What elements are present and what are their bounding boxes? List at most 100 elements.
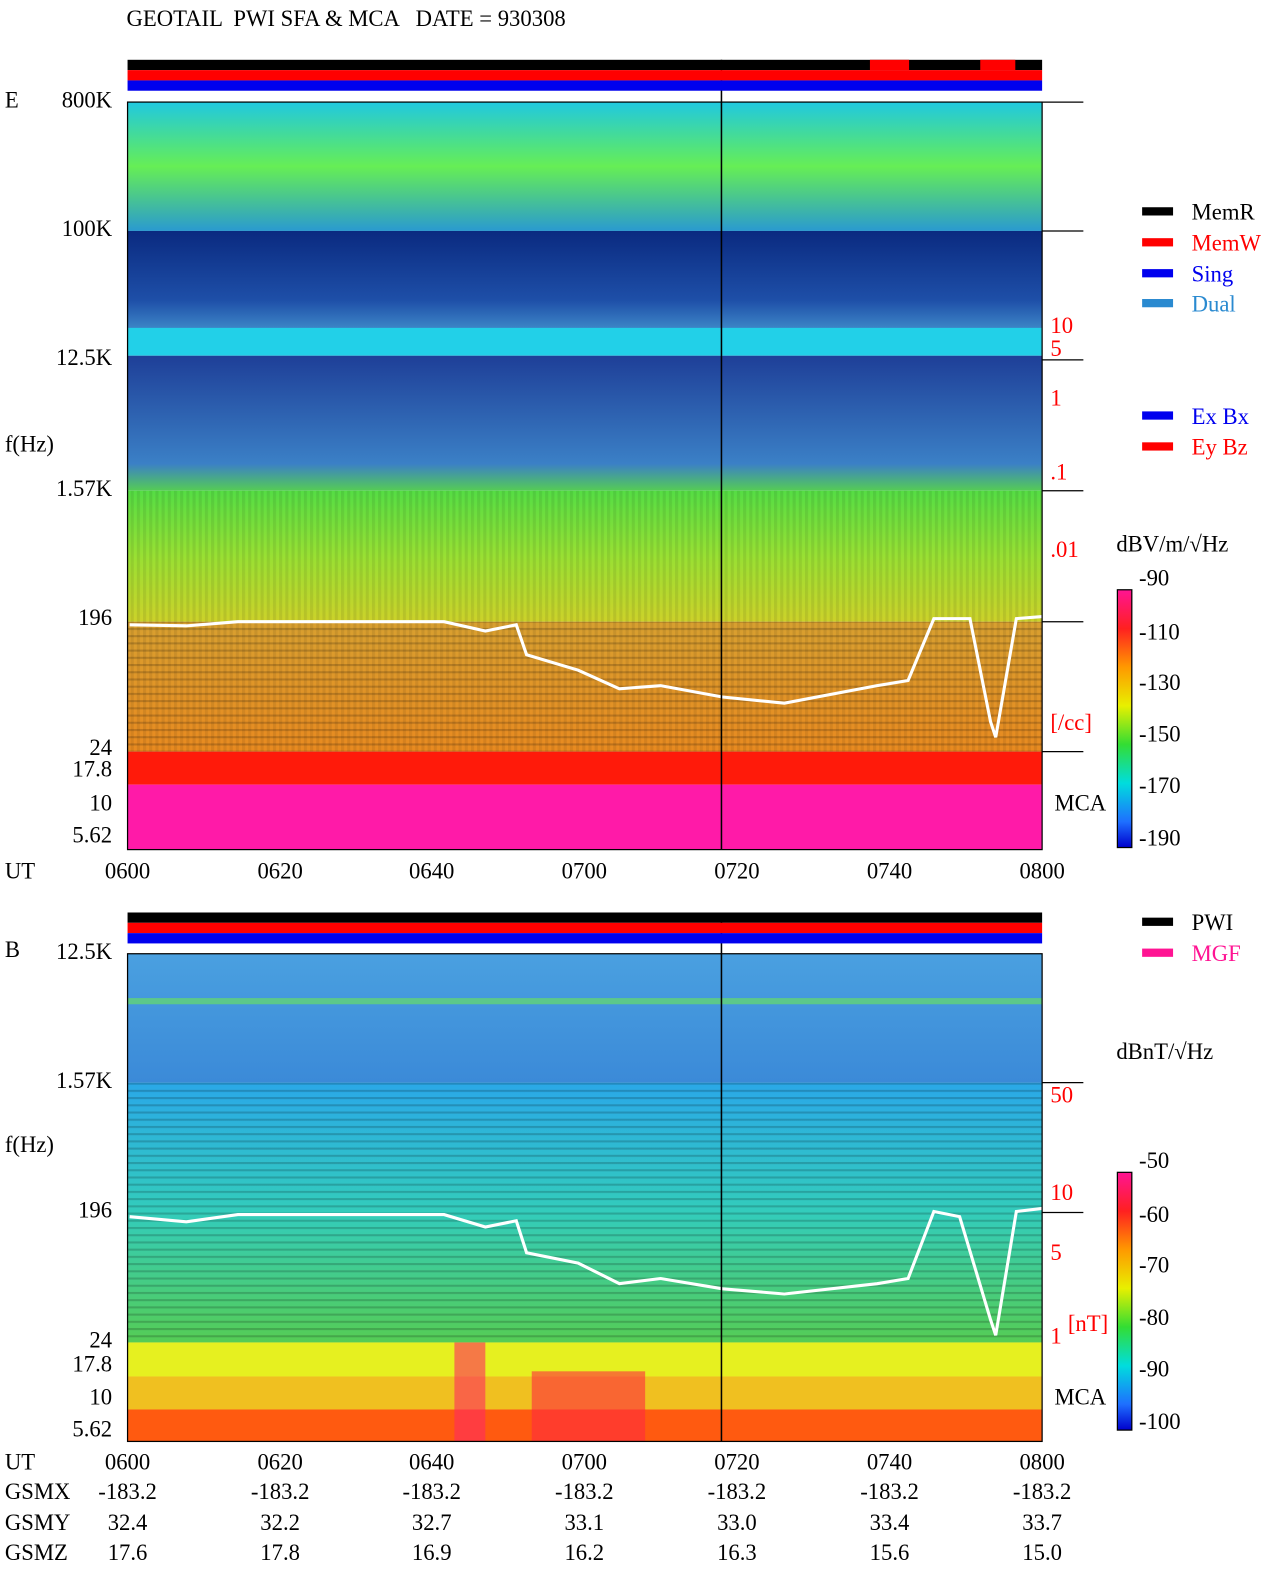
orbit-value: -183.2 [251, 1479, 310, 1504]
legend-swatch [1142, 948, 1174, 957]
x-tick-label: 0600 [105, 1449, 150, 1474]
legend-label: Ex Bx [1192, 404, 1250, 429]
orbit-value: 33.4 [870, 1510, 910, 1535]
legend-label: MGF [1192, 941, 1241, 966]
legend-swatch [1142, 917, 1174, 926]
x-tick-label: 0620 [257, 1449, 302, 1474]
y-tick-label: 196 [78, 1198, 112, 1223]
colorbar-label: -100 [1139, 1409, 1181, 1434]
spectrogram-b [127, 912, 1043, 1442]
y-tick-label: 10 [89, 1384, 112, 1409]
y-tick-label: 17.8 [72, 756, 112, 781]
colorbar-label: -90 [1139, 566, 1169, 591]
legend-label: PWI [1192, 910, 1234, 935]
y-tick-label: 12.5K [56, 939, 113, 964]
x-tick-label: 0800 [1019, 1449, 1064, 1474]
colorbar-label: -150 [1139, 721, 1181, 746]
y-tick-label: 24 [89, 735, 112, 760]
field-label: 50 [1050, 1082, 1073, 1107]
spectrogram-e [127, 59, 1043, 850]
density-label: .1 [1050, 459, 1067, 484]
orbit-value: 32.4 [108, 1510, 148, 1535]
field-label: [nT] [1068, 1311, 1108, 1336]
orbit-value: 33.0 [717, 1510, 757, 1535]
y-tick-label: 800K [62, 87, 113, 112]
density-label: 10 [1050, 313, 1073, 338]
orbit-value: 15.0 [1022, 1540, 1062, 1565]
orbit-value: 32.7 [412, 1510, 452, 1535]
y-tick-label: 1.57K [56, 476, 113, 501]
colorbar-label: -70 [1139, 1252, 1169, 1277]
orbit-label: GSMX [5, 1479, 71, 1504]
legend-swatch [1142, 207, 1174, 216]
legend-swatch [1142, 411, 1174, 420]
legend-swatch [1142, 299, 1174, 308]
y-tick-label: 1.57K [56, 1068, 113, 1093]
orbit-value: -183.2 [402, 1479, 461, 1504]
y-tick-label: 196 [78, 605, 112, 630]
y-tick-label: 100K [62, 216, 113, 241]
legend-swatch [1142, 269, 1174, 278]
orbit-value: -183.2 [98, 1479, 157, 1504]
x-tick-label: 0740 [867, 1449, 912, 1474]
field-label: 5 [1050, 1240, 1061, 1265]
x-tick-label: 0700 [562, 1449, 607, 1474]
x-tick-label: 0640 [409, 1449, 454, 1474]
panel-label: B [5, 937, 20, 962]
x-tick-label: 0700 [562, 859, 607, 884]
axes [126, 101, 1133, 1443]
colorbar-unit: dBV/m/√Hz [1116, 532, 1228, 557]
y-axis-title: f(Hz) [5, 432, 54, 457]
colorbar-label: -90 [1139, 1357, 1169, 1382]
mca-label: MCA [1054, 790, 1106, 815]
y-tick-label: 5.62 [72, 822, 112, 847]
time-label: UT [5, 1449, 35, 1474]
colorbar-label: -170 [1139, 773, 1181, 798]
mode-bars-b [127, 912, 1043, 944]
x-tick-label: 0720 [714, 1449, 759, 1474]
colorbar-label: -130 [1139, 670, 1181, 695]
legend-swatch [1142, 442, 1174, 451]
orbit-value: 16.2 [564, 1540, 604, 1565]
y-tick-label: 10 [89, 790, 112, 815]
orbit-value: -183.2 [555, 1479, 614, 1504]
colorbar-label: -110 [1139, 619, 1180, 644]
colorbar-label: -60 [1139, 1202, 1169, 1227]
time-label: UT [5, 859, 35, 884]
legend-label: MemW [1192, 231, 1262, 256]
x-tick-label: 0800 [1019, 859, 1064, 884]
x-tick-label: 0600 [105, 859, 150, 884]
x-tick-label: 0740 [867, 859, 912, 884]
orbit-value: 33.1 [564, 1510, 604, 1535]
field-label: 1 [1050, 1324, 1061, 1349]
orbit-label: GSMY [5, 1510, 71, 1535]
density-label: .01 [1050, 537, 1078, 562]
density-label: 1 [1050, 385, 1061, 410]
density-label: 5 [1050, 336, 1061, 361]
title: GEOTAIL PWI SFA & MCA DATE = 930308 [127, 6, 566, 31]
orbit-label: GSMZ [5, 1540, 68, 1565]
panel-label: E [5, 87, 19, 112]
y-axis-title: f(Hz) [5, 1132, 54, 1157]
x-tick-label: 0620 [257, 859, 302, 884]
colorbar-label: -190 [1139, 826, 1181, 851]
legend-label: Dual [1192, 291, 1236, 316]
mca-label: MCA [1054, 1384, 1106, 1409]
orbit-value: 17.8 [260, 1540, 300, 1565]
colorbar-label: -50 [1139, 1148, 1169, 1173]
orbit-value: -183.2 [708, 1479, 767, 1504]
orbit-value: 16.3 [717, 1540, 757, 1565]
x-tick-label: 0640 [409, 859, 454, 884]
y-tick-label: 5.62 [72, 1416, 112, 1441]
orbit-value: -183.2 [1013, 1479, 1072, 1504]
legend-label: Ey Bz [1192, 435, 1248, 460]
y-tick-label: 17.8 [72, 1351, 112, 1376]
legend-label: MemR [1192, 200, 1256, 225]
orbit-value: 33.7 [1022, 1510, 1062, 1535]
density-label: [/cc] [1050, 710, 1092, 735]
orbit-value: 16.9 [412, 1540, 452, 1565]
y-tick-label: 24 [89, 1328, 112, 1353]
legend-label: Sing [1192, 262, 1234, 287]
mode-bars-e [127, 59, 1043, 91]
